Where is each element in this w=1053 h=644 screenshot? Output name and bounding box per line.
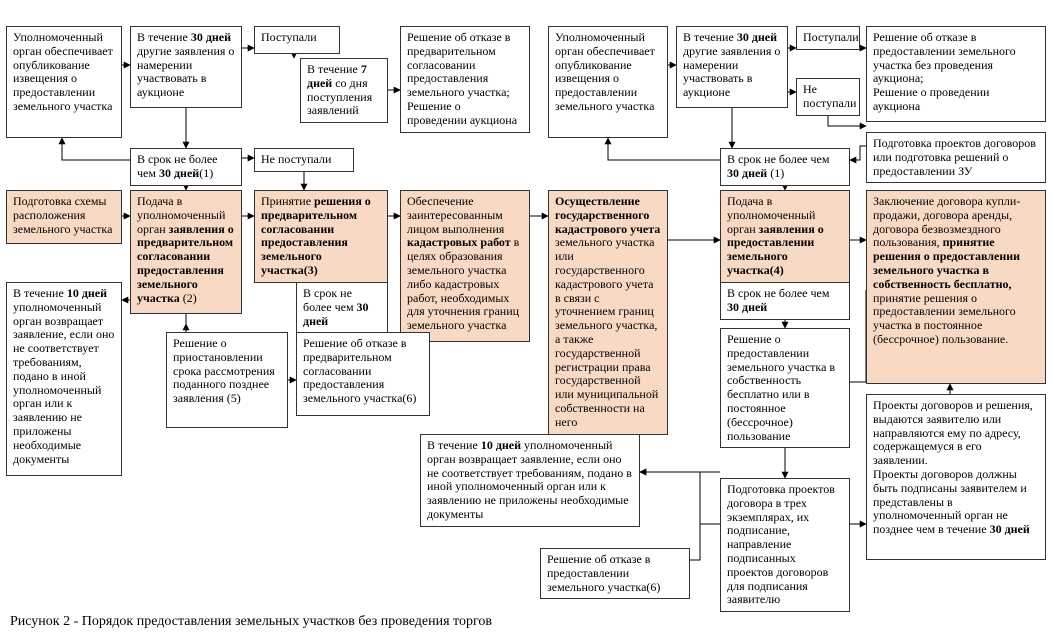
flow-node-b1: В течение 10 дней уполномоченный орган в…	[6, 282, 122, 476]
flow-node-n5: Решение об отказе в предварительном согл…	[400, 26, 530, 133]
flow-node-n6: В срок не более чем 30 дней(1)	[130, 148, 242, 186]
flow-node-n8: Уполномоченный орган обеспечивает опубли…	[548, 26, 668, 138]
flow-node-m6: Подача в уполномоченный орган заявления …	[720, 190, 850, 283]
flow-node-m5: Осуществление государственного кадастров…	[548, 190, 668, 435]
flow-node-b2: Решение о приостановлении срока рассмотр…	[166, 332, 288, 428]
flow-node-n14: Подготовка проектов договоров или подгот…	[866, 132, 1046, 183]
flow-node-c6: В течение 10 дней уполномоченный орган в…	[420, 434, 640, 527]
flow-node-n3: Поступали	[254, 26, 340, 54]
flow-node-n2: В течение 30 дней другие заявления о нам…	[130, 26, 242, 108]
flow-node-m7: Заключение договора купли-продажи, догов…	[866, 190, 1046, 384]
flow-node-c3: Проекты договоров и решения, выдаются за…	[866, 394, 1046, 560]
flow-node-n4: В течение 7 дней со дня поступления заяв…	[300, 58, 388, 123]
flow-node-b4: Решение об отказе в предварительном согл…	[296, 332, 430, 416]
flow-node-n10: Поступали	[796, 26, 860, 50]
flow-node-m4: Обеспечение заинтересованным лицом выпол…	[400, 190, 530, 342]
flow-node-m2: Подача в уполномоченный орган заявления …	[130, 190, 242, 314]
flow-node-n12: Решение об отказе в предоставлении земел…	[866, 26, 1046, 122]
flow-node-b3: В срок не более чем 30 дней	[296, 282, 388, 333]
flow-node-m3: Принятие решения о предварительном согла…	[254, 190, 388, 283]
flow-node-m1: Подготовка схемы расположения земельного…	[6, 190, 122, 244]
flow-node-c4: Подготовка проектов договора в трех экзе…	[720, 478, 850, 612]
flow-node-n13: В срок не более чем 30 дней (1)	[720, 148, 850, 186]
flow-node-c2: Решение о предоставлении земельного учас…	[720, 328, 850, 448]
flow-node-n9: В течение 30 дней другие заявления о нам…	[676, 26, 788, 108]
flowchart-canvas: Уполномоченный орган обеспечивает опубли…	[0, 0, 1053, 644]
figure-caption: Рисунок 2 - Порядок предоставления земел…	[10, 614, 492, 630]
flow-node-n11: Не поступали	[796, 78, 860, 116]
flow-node-n1: Уполномоченный орган обеспечивает опубли…	[6, 26, 122, 138]
flow-node-n7: Не поступали	[254, 148, 354, 172]
flow-node-c5: Решение об отказе в предоставлении земел…	[540, 548, 690, 599]
flow-node-c1: В срок не более чем 30 дней	[720, 282, 850, 320]
